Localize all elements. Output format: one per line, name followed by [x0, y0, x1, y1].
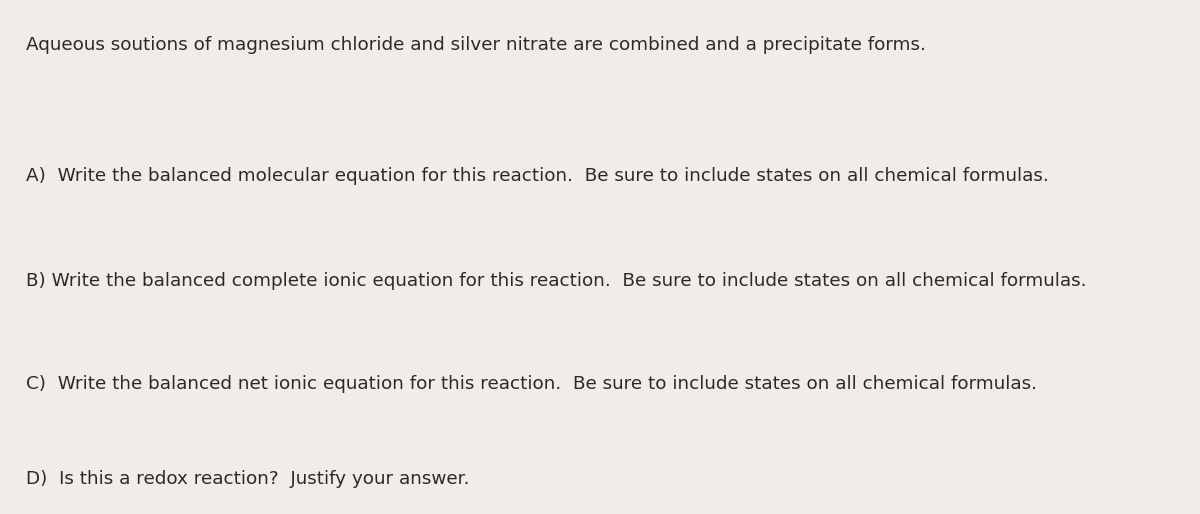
Text: D)  Is this a redox reaction?  Justify your answer.: D) Is this a redox reaction? Justify you…: [26, 470, 470, 488]
Text: B) Write the balanced complete ionic equation for this reaction.  Be sure to inc: B) Write the balanced complete ionic equ…: [26, 272, 1087, 290]
Text: C)  Write the balanced net ionic equation for this reaction.  Be sure to include: C) Write the balanced net ionic equation…: [26, 375, 1038, 393]
Text: Aqueous soutions of magnesium chloride and silver nitrate are combined and a pre: Aqueous soutions of magnesium chloride a…: [26, 36, 926, 54]
Text: A)  Write the balanced molecular equation for this reaction.  Be sure to include: A) Write the balanced molecular equation…: [26, 167, 1049, 185]
